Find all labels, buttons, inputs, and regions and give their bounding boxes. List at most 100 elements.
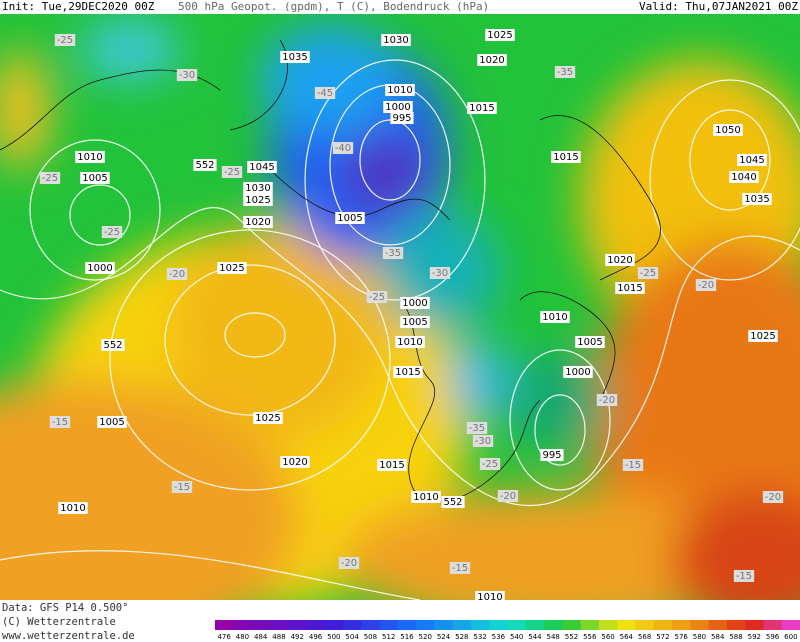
pressure-label-box bbox=[477, 54, 507, 66]
pressure-label: 552 bbox=[103, 340, 122, 351]
colorbar-swatch bbox=[653, 620, 673, 630]
temperature-label-box bbox=[54, 34, 76, 46]
temperature-label: -35 bbox=[557, 67, 573, 78]
copyright: (C) Wetterzentrale bbox=[2, 616, 116, 628]
colorbar-swatch bbox=[324, 620, 344, 630]
url: www.wetterzentrale.de bbox=[2, 630, 135, 642]
temperature-label: -15 bbox=[625, 460, 641, 471]
colorbar-swatch bbox=[288, 620, 307, 630]
pressure-label: 1010 bbox=[60, 503, 85, 514]
pressure-label-box bbox=[400, 297, 430, 309]
colorbar-label: 508 bbox=[364, 633, 377, 641]
temperature-label: -35 bbox=[385, 248, 401, 259]
colorbar-swatch bbox=[617, 620, 636, 630]
pressure-label: 1035 bbox=[744, 194, 769, 205]
pressure-label: 1025 bbox=[219, 263, 244, 274]
pressure-label: 1025 bbox=[750, 331, 775, 342]
pressure-label: 1010 bbox=[477, 592, 502, 603]
colorbar-label: 496 bbox=[309, 633, 323, 641]
pressure-label-box bbox=[390, 112, 414, 124]
temperature-label: -25 bbox=[224, 167, 240, 178]
colorbar-swatch bbox=[452, 620, 472, 630]
temperature-label: -20 bbox=[765, 492, 781, 503]
pressure-label: 1020 bbox=[607, 255, 632, 266]
pressure-label-box bbox=[85, 262, 115, 274]
temperature-label: -20 bbox=[500, 491, 516, 502]
colorbar-swatch bbox=[525, 620, 545, 630]
pressure-label-box bbox=[58, 502, 88, 514]
pressure-label: 995 bbox=[392, 113, 411, 124]
colorbar-label: 524 bbox=[437, 633, 451, 641]
pressure-label: 1010 bbox=[77, 152, 102, 163]
temperature-label-box bbox=[449, 562, 471, 574]
colorbar-label: 584 bbox=[711, 633, 725, 641]
colorbar-swatch bbox=[489, 620, 508, 630]
pressure-label-box bbox=[377, 459, 407, 471]
pressure-label-box bbox=[395, 336, 425, 348]
temperature-label-box bbox=[314, 87, 336, 99]
colorbar-label: 520 bbox=[419, 633, 432, 641]
colorbar-swatch bbox=[379, 620, 399, 630]
colorbar-label: 600 bbox=[784, 633, 797, 641]
colorbar-label: 540 bbox=[510, 633, 523, 641]
temperature-label: -20 bbox=[169, 269, 185, 280]
colorbar-label: 484 bbox=[254, 633, 268, 641]
pressure-label: 1010 bbox=[397, 337, 422, 348]
colorbar-swatch bbox=[598, 620, 618, 630]
colorbar-swatch bbox=[781, 620, 800, 630]
pressure-label-box bbox=[381, 34, 411, 46]
colorbar-swatch bbox=[507, 620, 527, 630]
colorbar-swatch bbox=[470, 620, 490, 630]
temperature-label: -20 bbox=[698, 280, 714, 291]
pressure-label-box bbox=[467, 102, 497, 114]
pressure-label-box bbox=[551, 151, 581, 163]
pressure-label: 1020 bbox=[479, 55, 504, 66]
temperature-label-box bbox=[596, 394, 618, 406]
map-title: 500 hPa Geopot. (gpdm), T (C), Bodendruc… bbox=[178, 0, 489, 13]
pressure-label-box bbox=[441, 496, 465, 508]
pressure-label-box bbox=[729, 171, 759, 183]
colorbar-label: 480 bbox=[236, 633, 249, 641]
temperature-label-box bbox=[497, 490, 519, 502]
pressure-label-box bbox=[243, 182, 273, 194]
pressure-label: 1005 bbox=[402, 317, 427, 328]
pressure-label: 995 bbox=[542, 450, 561, 461]
temperature-label: -30 bbox=[432, 268, 448, 279]
colorbar-label: 592 bbox=[748, 633, 761, 641]
pressure-label-box bbox=[385, 84, 415, 96]
temperature-label: -15 bbox=[452, 563, 468, 574]
temperature-label: -25 bbox=[57, 35, 73, 46]
colorbar-swatch bbox=[745, 620, 764, 630]
pressure-label: 1025 bbox=[255, 413, 280, 424]
colorbar-swatch bbox=[708, 620, 728, 630]
pressure-label-box bbox=[193, 159, 217, 171]
temperature-label-box bbox=[101, 226, 123, 238]
colorbar-label: 544 bbox=[528, 633, 542, 641]
pressure-label-box bbox=[97, 416, 127, 428]
colorbar-label: 528 bbox=[455, 633, 468, 641]
pressure-label: 1010 bbox=[542, 312, 567, 323]
pressure-label-box bbox=[280, 51, 310, 63]
pressure-label-box bbox=[540, 449, 564, 461]
pressure-label-box bbox=[540, 311, 570, 323]
temperature-label: -25 bbox=[640, 268, 656, 279]
pressure-label-box bbox=[393, 366, 423, 378]
temperature-label-box bbox=[49, 416, 71, 428]
pressure-label-box bbox=[243, 216, 273, 228]
temperature-label-box bbox=[695, 279, 717, 291]
data-source: Data: GFS P14 0.500° bbox=[2, 602, 128, 614]
pressure-label: 1025 bbox=[245, 195, 270, 206]
colorbar-swatch bbox=[306, 620, 326, 630]
temperature-label-box bbox=[171, 481, 193, 493]
temperature-label: -25 bbox=[369, 292, 385, 303]
pressure-label-box bbox=[400, 316, 430, 328]
colorbar-label: 596 bbox=[766, 633, 780, 641]
pressure-label: 1020 bbox=[245, 217, 270, 228]
temperature-label: -15 bbox=[52, 417, 68, 428]
colorbar-label: 588 bbox=[729, 633, 742, 641]
temperature-label: -15 bbox=[736, 571, 752, 582]
temperature-label-box bbox=[622, 459, 644, 471]
pressure-label-box bbox=[335, 212, 365, 224]
colorbar-label: 492 bbox=[291, 633, 304, 641]
